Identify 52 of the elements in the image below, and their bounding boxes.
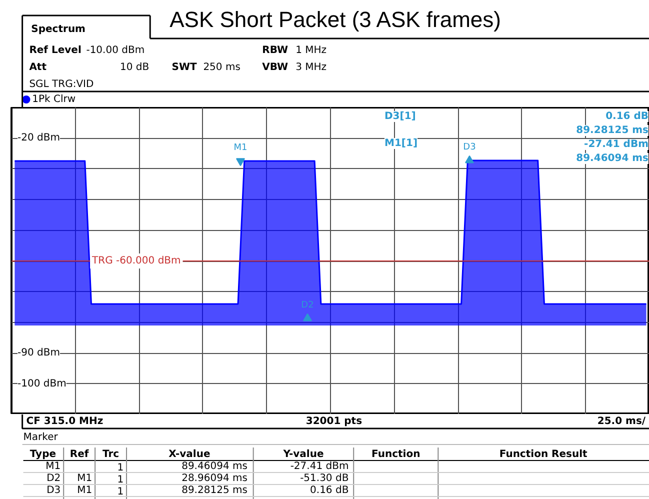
text: SWT: [172, 62, 197, 73]
text: 0.16 dB: [310, 485, 349, 496]
text: D3: [46, 485, 61, 496]
annotation: 89.46094 ms: [576, 153, 649, 164]
text: 89.28125 ms: [182, 485, 248, 496]
text: -51.30 dB: [300, 473, 349, 484]
text: VBW: [262, 62, 288, 73]
annotation: D3[1]: [384, 111, 416, 122]
text: M1: [46, 461, 61, 472]
text: Function: [372, 449, 420, 460]
text: 10 dB: [120, 62, 150, 73]
text: 1: [117, 474, 124, 486]
y-tick-label: -20 dBm: [18, 132, 60, 144]
annotation: M1: [234, 142, 248, 153]
text: -10.00 dBm: [86, 45, 145, 56]
text: 3 MHz: [296, 62, 327, 73]
annotation: D3: [463, 142, 476, 152]
text: M1: [77, 485, 92, 496]
text: SGL TRG:VID: [29, 79, 94, 90]
text: Ref Level: [29, 45, 82, 56]
annotation: 0.16 dB: [606, 111, 649, 122]
text: D2: [46, 473, 61, 484]
text: Ref: [70, 449, 90, 460]
text: 89.46094 ms: [182, 461, 248, 472]
text: -27.41 dBm: [290, 461, 349, 472]
text: Marker: [23, 432, 59, 443]
text: 250 ms: [203, 62, 240, 73]
text: Spectrum: [31, 24, 86, 35]
chart-title: ASK Short Packet (3 ASK frames): [170, 7, 501, 32]
annotation: 89.28125 ms: [576, 125, 649, 136]
text: M1: [77, 473, 92, 484]
annotation: M1[1]: [384, 138, 418, 149]
annotation: -27.41 dBm: [584, 139, 649, 150]
legend-label: 1Pk Clrw: [32, 94, 76, 105]
text: 28.96094 ms: [182, 473, 248, 484]
text: Trc: [102, 449, 120, 460]
text: Type: [30, 449, 56, 460]
y-tick-label: -90 dBm: [18, 348, 60, 359]
text: Y-value: [282, 449, 324, 460]
text: CF 315.0 MHz: [26, 416, 104, 427]
text: 25.0 ms/: [597, 416, 646, 427]
text: Function Result: [499, 449, 588, 460]
text: RBW: [262, 45, 288, 56]
annotation: D2: [301, 300, 314, 310]
y-tick-label: -100 dBm: [18, 378, 66, 390]
text: X-value: [168, 449, 210, 460]
text: Att: [29, 62, 47, 73]
text: 1: [117, 486, 124, 498]
ref-line-label: TRG -60.000 dBm: [91, 256, 181, 266]
text: 32001 pts: [306, 416, 362, 427]
text: 1: [117, 462, 124, 474]
text: 1 MHz: [296, 45, 327, 56]
